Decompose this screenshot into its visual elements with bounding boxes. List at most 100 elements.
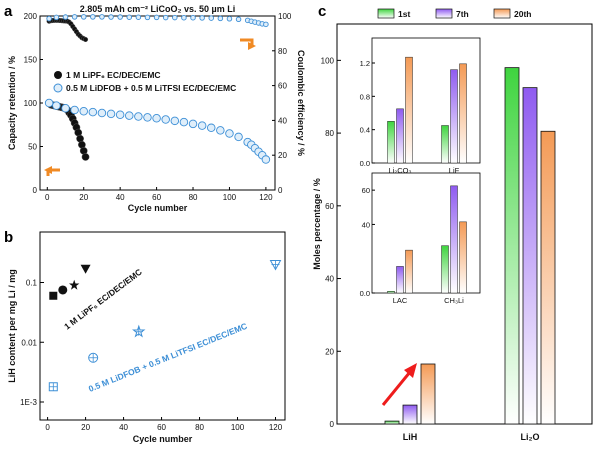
legend-label-dual-salt: 0.5 M LiDFOB + 0.5 M LiTFSI EC/DEC/EMC [66,83,236,93]
data-point-dual-salt-capacity [88,107,98,117]
data-point-dual-salt-ce [217,15,224,22]
panel-label-a: a [4,3,13,20]
bar-1st-0 [384,420,400,425]
bar-7th-1 [522,87,538,425]
y-tick-label: 50 [28,143,37,152]
annotation-lipf6: 1 M LiPF₆ EC/DEC/EMC [62,267,144,332]
data-point-dual-salt-ce [199,15,205,21]
legend-swatch-1st [377,8,395,19]
data-point-dual-salt-ce [190,14,196,21]
y-tick-label: 0.01 [21,338,37,347]
y2-tick-label: 100 [278,12,292,21]
inset-bar-20th [459,63,467,164]
inset-category-label: LAC [393,296,408,305]
legend-marker-dual-salt [53,83,63,93]
data-point-dual-salt-ce [126,14,133,20]
inset-y-tick-label: 0.4 [360,126,370,135]
legend-marker-lipf6 [54,71,62,79]
data-point-dual-salt-ce [144,14,151,21]
bar-7th-0 [402,404,418,425]
inset-bar-20th [405,56,413,164]
lipf6-lih-point [49,291,58,300]
y-tick-label: 60 [325,202,334,211]
x-tick-label: 60 [157,423,166,432]
dual-salt-lih-point [88,352,99,363]
inset-bar-7th [450,185,458,294]
legend-swatch-7th [435,8,453,19]
data-point-dual-salt-capacity [197,121,207,130]
bar-1st-1 [504,67,520,425]
lipf6-lih-point [80,264,91,274]
data-point-dual-salt-capacity [134,112,143,121]
data-point-dual-salt-capacity [206,123,216,133]
data-point-dual-salt-capacity [70,105,79,115]
data-point-dual-salt-ce [172,14,178,21]
panel-b-ylabel: LiH content per mg Li / mg [7,269,17,383]
data-point-dual-salt-capacity [170,116,180,126]
y-tick-label: 0 [33,186,38,195]
inset-category-label: CH₃Li [444,296,464,305]
x-tick-label: 0 [45,423,50,432]
data-point-dual-salt-ce [99,14,105,20]
x-tick-label: 80 [189,193,198,202]
y-tick-label: 0 [330,420,335,429]
panel-label-b: b [4,229,13,246]
y-tick-label: 40 [325,275,334,284]
data-point-dual-salt-capacity [261,155,271,164]
y2-tick-label: 20 [278,151,287,160]
data-point-dual-salt-capacity [97,108,107,118]
legend-label-1st: 1st [398,9,410,19]
lipf6-lih-point [69,279,80,290]
category-label: LiH [403,432,418,442]
inset-bar-7th [396,108,404,164]
data-point-dual-salt-capacity [143,113,152,122]
data-point-dual-salt-ce [263,21,269,28]
inset-bar-20th [405,249,413,294]
y2-tick-label: 0 [278,186,283,195]
inset-category-label: Li₂CO₃ [388,166,411,175]
x-tick-label: 0 [45,193,50,202]
y-tick-label: 20 [325,347,334,356]
data-point-dual-salt-capacity [161,115,170,124]
left-axis-arrow-head [44,166,52,174]
inset-bar-1st [441,125,449,164]
data-point-dual-salt-ce [162,14,169,21]
legend-label-lipf6: 1 M LiPF₆ EC/DEC/EMC [66,70,161,80]
y2-tick-label: 80 [278,47,287,56]
x-tick-label: 40 [119,423,128,432]
panel-b-xlabel: Cycle number [133,434,193,444]
x-tick-label: 100 [223,193,237,202]
legend-label-7th: 7th [456,9,469,19]
data-point-dual-salt-capacity [225,129,234,138]
right-axis-arrow-head [248,42,256,50]
panel-a-y2label: Coulombic efficiency / % [296,50,306,156]
plot-frame [39,15,276,191]
inset-bar-1st [387,291,395,294]
data-point-dual-salt-ce [108,14,114,20]
x-tick-label: 120 [259,193,273,202]
y-tick-label: 150 [24,56,38,65]
data-point-dual-salt-capacity [106,109,116,119]
inset-y-tick-label: 0.0 [360,159,370,168]
inset-bar-7th [450,69,458,164]
data-point-lipf6-ce [82,36,89,43]
data-point-dual-salt-capacity [125,111,134,120]
panel-b-chart: 0 20 40 60 80 100 120 1E-3 0.01 0.1 Cycle number Li… [7,231,286,444]
x-tick-label: 20 [81,423,90,432]
data-point-dual-salt-capacity [234,132,243,142]
x-tick-label: 120 [269,423,283,432]
data-point-dual-salt-capacity [115,110,125,119]
x-tick-label: 20 [79,193,88,202]
data-point-dual-salt-ce [71,14,78,20]
data-point-dual-salt-ce [62,14,69,20]
data-point-dual-salt-capacity [216,126,225,135]
data-point-dual-salt-capacity [44,98,54,108]
inset-bar-20th [459,221,467,294]
panel-a-ylabel: Capacity retention / % [7,56,17,150]
inset-y-tick-label: 0.0 [360,289,370,298]
plot-frame [39,231,286,421]
data-point-dual-salt-capacity [152,113,161,123]
legend-label-20th: 20th [514,9,531,19]
panel-a-title: 2.805 mAh cm⁻² LiCoO₂ vs. 50 µm Li [80,4,235,14]
